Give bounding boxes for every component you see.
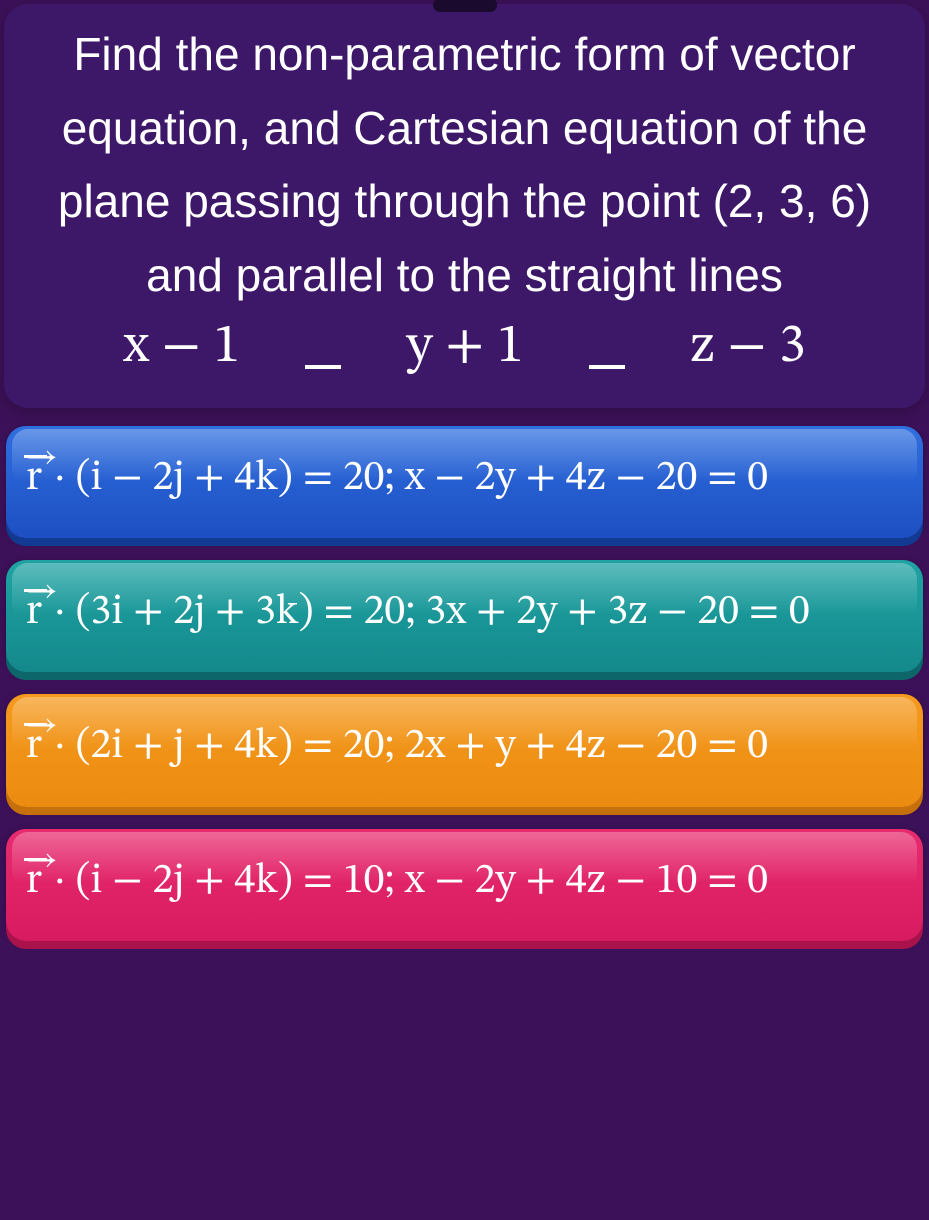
answer-option-2[interactable]: →r · (3i + 2j + 3k) = 20; 3x + 2y + 3z −… xyxy=(6,560,923,672)
question-card: Find the non-parametric form of vector e… xyxy=(4,4,925,408)
r-vector-icon: →r xyxy=(26,588,44,636)
r-vector-icon: →r xyxy=(26,454,44,502)
drag-handle-icon[interactable] xyxy=(433,0,497,12)
answer-vector: · (2i + j + 4k) = 20; xyxy=(44,725,395,767)
answer-vector: · (i − 2j + 4k) = 20; xyxy=(44,457,395,499)
eq-fraction-3: z − 3 xyxy=(690,314,806,382)
r-vector-icon: →r xyxy=(26,722,44,770)
eq-separator xyxy=(585,314,629,382)
answer-option-4[interactable]: →r · (i − 2j + 4k) = 10; x − 2y + 4z − 1… xyxy=(6,829,923,941)
answer-cartesian: x − 2y + 4z − 20 = 0 xyxy=(395,457,768,499)
eq-fraction-2: y + 1 xyxy=(407,314,524,382)
answer-vector: · (i − 2j + 4k) = 10; xyxy=(44,860,395,902)
eq-fraction-1: x − 1 xyxy=(123,314,240,382)
answer-cartesian: x − 2y + 4z − 10 = 0 xyxy=(395,860,768,902)
question-text: Find the non-parametric form of vector e… xyxy=(32,18,897,312)
answer-cartesian: 2x + y + 4z − 20 = 0 xyxy=(395,725,768,767)
answer-cartesian: 3x + 2y + 3z − 20 = 0 xyxy=(416,591,810,633)
eq-separator xyxy=(301,314,345,382)
answers-list: →r · (i − 2j + 4k) = 20; x − 2y + 4z − 2… xyxy=(4,426,925,941)
answer-option-3[interactable]: →r · (2i + j + 4k) = 20; 2x + y + 4z − 2… xyxy=(6,694,923,806)
answer-option-1[interactable]: →r · (i − 2j + 4k) = 20; x − 2y + 4z − 2… xyxy=(6,426,923,538)
question-equation: x − 1 y + 1 z − 3 xyxy=(32,314,897,382)
answer-vector: · (3i + 2j + 3k) = 20; xyxy=(44,591,416,633)
r-vector-icon: →r xyxy=(26,857,44,905)
